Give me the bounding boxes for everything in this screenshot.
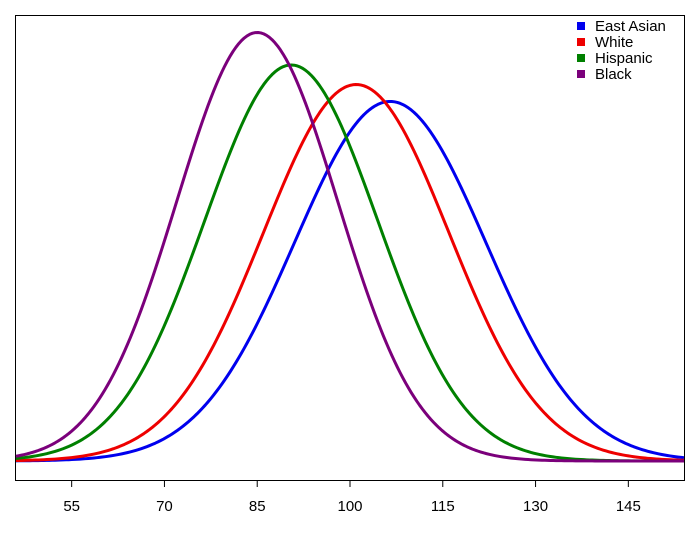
legend-label: Hispanic [595, 50, 653, 67]
x-tick-label: 100 [337, 498, 362, 515]
legend-swatch [577, 54, 585, 62]
series-layer [15, 30, 685, 463]
x-axis: 55 70 85 100 115 130 145 [63, 480, 641, 515]
series-line-white [15, 83, 685, 463]
legend-swatch [577, 70, 585, 78]
legend-swatch [577, 22, 585, 30]
x-tick-label: 70 [156, 498, 173, 515]
x-tick-label: 130 [523, 498, 548, 515]
x-tick-label: 145 [616, 498, 641, 515]
x-tick-label: 115 [431, 498, 455, 515]
x-tick-label: 85 [249, 498, 266, 515]
series-line-black [15, 30, 684, 463]
series-line-east-asian [15, 99, 685, 463]
legend-label: East Asian [595, 18, 666, 35]
legend-label: Black [595, 66, 632, 83]
x-tick-label: 55 [63, 498, 80, 515]
series-line-hispanic [15, 63, 685, 463]
legend-swatch [577, 38, 585, 46]
legend-label: White [595, 34, 633, 51]
